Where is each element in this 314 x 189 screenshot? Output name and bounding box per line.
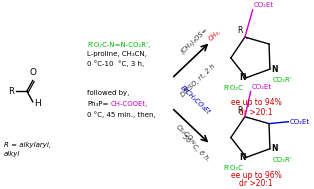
Text: ee up to 96%: ee up to 96% <box>231 171 281 180</box>
Text: N: N <box>271 65 277 74</box>
Text: R: R <box>8 87 14 96</box>
Text: R: R <box>238 106 243 115</box>
Text: R’O₂C-N=N-CO₂R’,: R’O₂C-N=N-CO₂R’, <box>87 42 150 48</box>
Text: CO₂Et: CO₂Et <box>254 2 274 8</box>
Text: CO₂R’: CO₂R’ <box>273 77 293 83</box>
Text: dr >20:1: dr >20:1 <box>239 179 273 188</box>
Text: H: H <box>34 99 41 108</box>
Text: ,,: ,, <box>246 114 249 119</box>
Text: dr >20:1: dr >20:1 <box>239 108 273 117</box>
Text: CO₂Et: CO₂Et <box>290 119 310 125</box>
Text: ,,: ,, <box>246 35 249 40</box>
Text: N: N <box>239 153 245 162</box>
Text: 50 °C, 6 h.: 50 °C, 6 h. <box>181 133 212 162</box>
Text: ee up to 94%: ee up to 94% <box>231 98 281 107</box>
Text: Ph₃P=: Ph₃P= <box>87 101 109 107</box>
Text: N: N <box>271 144 277 153</box>
Text: followed by,: followed by, <box>87 90 129 96</box>
Text: R: R <box>238 26 243 35</box>
Text: 0 °C-10  °C, 3 h,: 0 °C-10 °C, 3 h, <box>87 61 144 67</box>
Text: N: N <box>239 73 245 82</box>
Text: BrCH₂CO₂Et: BrCH₂CO₂Et <box>179 84 212 115</box>
Text: alkyl: alkyl <box>4 151 20 157</box>
Text: (CH₃)₂OS=: (CH₃)₂OS= <box>179 26 209 55</box>
Text: 0 °C, 45 min., then,: 0 °C, 45 min., then, <box>87 111 156 118</box>
Text: CH₂,: CH₂, <box>208 27 222 42</box>
Text: L-proline, CH₃CN,: L-proline, CH₃CN, <box>87 51 147 57</box>
Text: Cs₂CO₃,: Cs₂CO₃, <box>175 123 197 145</box>
Text: R’O₂C: R’O₂C <box>224 85 243 91</box>
Text: CO₂Et: CO₂Et <box>252 84 272 90</box>
Text: CO₂R’: CO₂R’ <box>273 156 293 163</box>
Text: CH-COOEt,: CH-COOEt, <box>111 101 148 107</box>
Text: R’O₂C: R’O₂C <box>224 165 243 171</box>
Text: O: O <box>29 68 36 77</box>
Text: DMSO, rt, 2 h: DMSO, rt, 2 h <box>179 63 216 98</box>
Text: R = alkylaryl,: R = alkylaryl, <box>4 142 51 148</box>
